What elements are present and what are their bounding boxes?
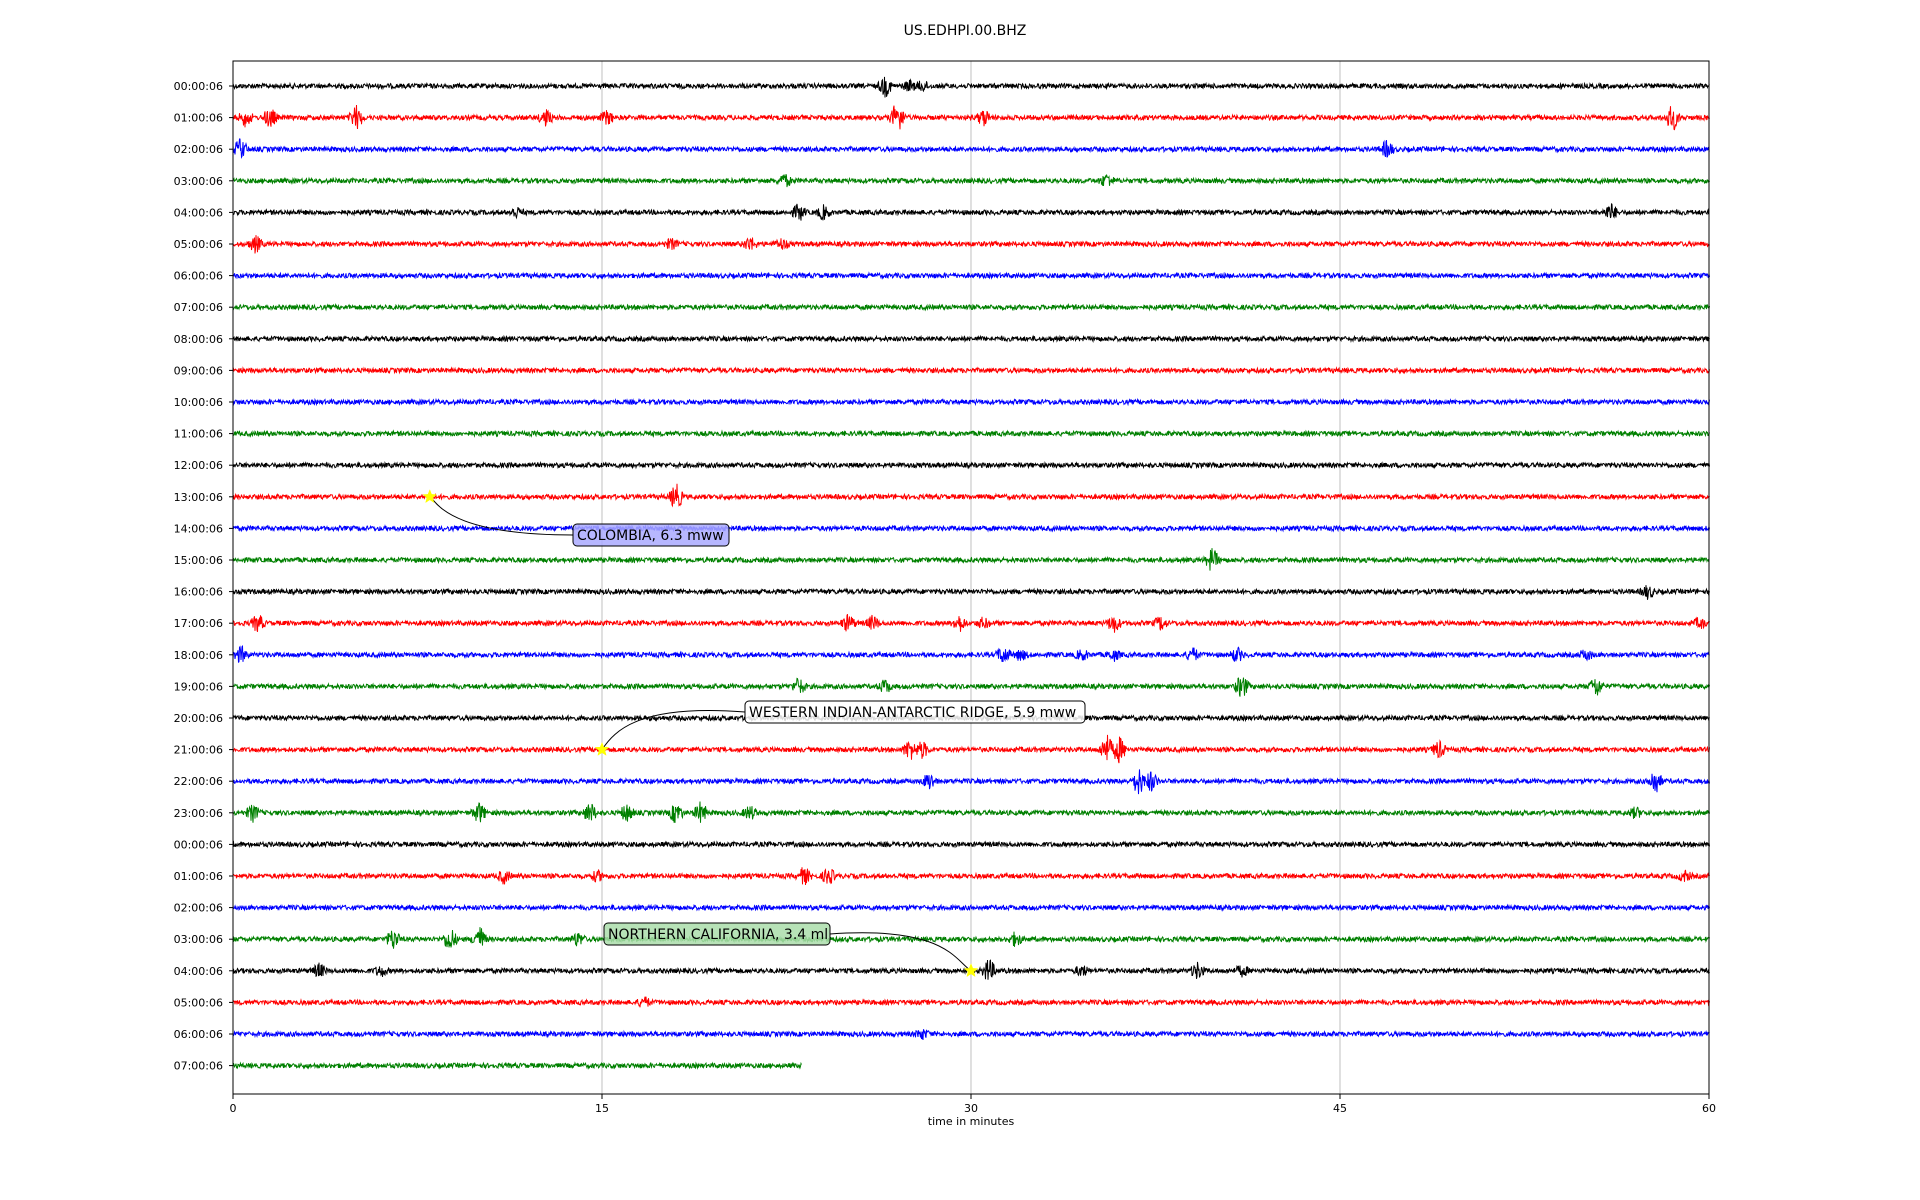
annotation-box-2 (603, 922, 831, 946)
trace-row-12 (232, 460, 1710, 470)
x-tick-label-2: 30 (964, 1102, 978, 1115)
trace-row-11 (232, 429, 1710, 438)
annotation-text-1: WESTERN INDIAN-ANTARCTIC RIDGE, 5.9 mww (749, 705, 1076, 721)
row-label-25: 01:00:06 (174, 870, 223, 883)
row-label-14: 14:00:06 (174, 522, 223, 535)
row-label-22: 22:00:06 (174, 775, 223, 788)
seismic-traces (232, 76, 1710, 1070)
row-label-20: 20:00:06 (174, 712, 223, 725)
trace-row-5 (232, 235, 1710, 254)
event-marker-star-1 (594, 741, 610, 756)
trace-row-6 (232, 271, 1710, 280)
trace-row-29 (232, 996, 1710, 1008)
row-label-15: 15:00:06 (174, 554, 223, 567)
annotation-0: COLOMBIA, 6.3 mww (422, 489, 730, 547)
trace-row-17 (232, 614, 1710, 633)
chart-title: US.EDHPI.00.BHZ (904, 23, 1027, 39)
row-label-2: 02:00:06 (174, 143, 223, 156)
trace-row-15 (232, 548, 1710, 571)
trace-row-2 (232, 138, 1710, 159)
row-label-5: 05:00:06 (174, 238, 223, 251)
row-label-29: 05:00:06 (174, 996, 223, 1009)
trace-row-19 (232, 677, 1710, 697)
trace-row-16 (232, 585, 1710, 600)
row-label-1: 01:00:06 (174, 112, 223, 125)
annotation-connector-2 (829, 932, 972, 972)
row-label-27: 03:00:06 (174, 933, 223, 946)
x-axis-label: time in minutes (928, 1115, 1015, 1128)
trace-row-13 (232, 483, 1710, 508)
event-annotations: COLOMBIA, 6.3 mww WESTERN INDIAN-ANTARCTI… (422, 489, 1086, 978)
trace-row-4 (232, 203, 1710, 221)
row-label-3: 03:00:06 (174, 175, 223, 188)
event-marker-star-0 (422, 489, 438, 504)
row-label-10: 10:00:06 (174, 396, 223, 409)
trace-row-7 (232, 302, 1710, 312)
row-label-6: 06:00:06 (174, 270, 223, 283)
row-time-labels: 00:00:06 01:00:06 02:00:06 03:00:06 04:00:06… (174, 80, 233, 1073)
row-label-9: 09:00:06 (174, 364, 223, 377)
row-label-16: 16:00:06 (174, 586, 223, 599)
row-label-17: 17:00:06 (174, 617, 223, 630)
trace-row-10 (232, 397, 1710, 407)
row-label-21: 21:00:06 (174, 744, 223, 757)
trace-row-8 (232, 334, 1710, 344)
trace-row-23 (232, 801, 1710, 823)
trace-row-22 (232, 769, 1710, 795)
trace-row-25 (232, 867, 1710, 886)
trace-row-26 (232, 903, 1710, 912)
event-marker-star-2 (963, 963, 979, 978)
annotation-1: WESTERN INDIAN-ANTARCTIC RIDGE, 5.9 mww (594, 700, 1086, 756)
row-label-4: 04:00:06 (174, 206, 223, 219)
trace-row-1 (232, 104, 1710, 131)
annotation-2: NORTHERN CALIFORNIA, 3.4 ml (603, 922, 979, 978)
x-axis-ticks: 0 15 30 45 60 (230, 1094, 1716, 1115)
plot-frame (232, 60, 1710, 1095)
row-label-12: 12:00:06 (174, 459, 223, 472)
annotation-box-1 (744, 700, 1086, 724)
row-label-7: 07:00:06 (174, 301, 223, 314)
annotation-box-0 (572, 523, 730, 547)
row-label-19: 19:00:06 (174, 680, 223, 693)
row-label-13: 13:00:06 (174, 491, 223, 504)
row-label-18: 18:00:06 (174, 649, 223, 662)
trace-row-27 (232, 927, 1710, 949)
row-label-11: 11:00:06 (174, 428, 223, 441)
trace-row-0 (232, 76, 1710, 98)
grid-lines (601, 61, 1341, 1094)
annotation-text-0: COLOMBIA, 6.3 mww (577, 528, 724, 544)
trace-row-31 (232, 1061, 802, 1070)
trace-row-21 (232, 734, 1710, 764)
row-label-28: 04:00:06 (174, 965, 223, 978)
row-label-31: 07:00:06 (174, 1060, 223, 1073)
trace-row-18 (232, 645, 1710, 663)
trace-row-3 (232, 174, 1710, 188)
row-label-8: 08:00:06 (174, 333, 223, 346)
annotation-text-2: NORTHERN CALIFORNIA, 3.4 ml (608, 927, 828, 943)
row-label-26: 02:00:06 (174, 902, 223, 915)
trace-row-24 (232, 840, 1710, 849)
x-tick-label-3: 45 (1333, 1102, 1347, 1115)
trace-row-9 (232, 366, 1710, 375)
trace-row-30 (232, 1029, 1710, 1041)
row-label-0: 00:00:06 (174, 80, 223, 93)
row-label-30: 06:00:06 (174, 1028, 223, 1041)
row-label-23: 23:00:06 (174, 807, 223, 820)
annotation-connector-1 (601, 710, 746, 750)
x-tick-label-4: 60 (1702, 1102, 1716, 1115)
x-tick-label-1: 15 (595, 1102, 609, 1115)
x-tick-label-0: 0 (230, 1102, 237, 1115)
trace-row-14 (232, 524, 1710, 533)
row-label-24: 00:00:06 (174, 838, 223, 851)
